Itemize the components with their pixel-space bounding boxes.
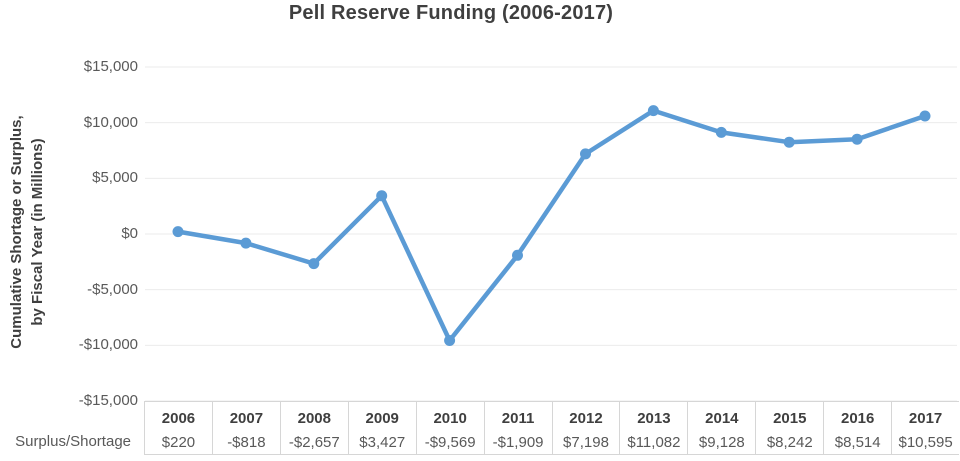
table-column-2010: 2010 -$9,569 — [415, 402, 484, 454]
y-tick-label: -$10,000 — [78, 336, 138, 354]
y-tick-label: $15,000 — [83, 58, 138, 75]
value-cell: $8,514 — [834, 434, 881, 451]
table-column-2006: 2006 $220 — [144, 402, 212, 454]
year-cell: 2016 — [840, 410, 875, 427]
value-cell: -$1,909 — [492, 434, 544, 451]
value-cell: $220 — [161, 434, 196, 451]
year-cell: 2015 — [773, 410, 807, 427]
data-point-2010 — [444, 335, 456, 346]
year-cell: 2011 — [501, 410, 535, 427]
year-cell: 2017 — [908, 410, 943, 427]
y-tick-label: $10,000 — [83, 113, 138, 131]
table-column-2013: 2013 $11,082 — [619, 402, 687, 454]
series-line — [175, 108, 928, 343]
table-column-2009: 2009 $3,427 — [347, 402, 416, 454]
data-point-2012 — [580, 148, 591, 160]
table-row-label: Surplus/Shortage — [15, 433, 131, 450]
year-cell: 2008 — [297, 410, 331, 427]
value-cell: $8,242 — [766, 434, 813, 451]
data-point-2016 — [851, 133, 863, 145]
value-cell: -$818 — [227, 434, 266, 451]
table-column-2007: 2007 -$818 — [211, 402, 280, 454]
year-cell: 2010 — [433, 410, 467, 427]
year-cell: 2006 — [161, 410, 196, 427]
data-table: 2006 $220 2007 -$818 2008 -$2,657 2009 $3,427 20… — [144, 401, 959, 455]
table-column-2014: 2014 $9,128 — [687, 402, 755, 454]
year-cell: 2012 — [569, 410, 603, 427]
data-point-2008 — [308, 258, 320, 270]
table-column-2011: 2011 -$1,909 — [483, 402, 552, 454]
data-point-2015 — [783, 136, 795, 148]
y-tick-label: $5,000 — [92, 169, 138, 187]
value-cell: -$2,657 — [288, 434, 340, 451]
data-point-2009 — [376, 190, 388, 202]
table-column-2008: 2008 -$2,657 — [279, 402, 348, 454]
value-cell: $3,427 — [359, 434, 406, 451]
year-cell: 2014 — [705, 410, 739, 427]
year-cell: 2009 — [365, 410, 399, 427]
y-tick-label: $0 — [121, 225, 138, 242]
table-column-2017: 2017 $10,595 — [891, 402, 959, 454]
data-point-2007 — [240, 237, 252, 249]
value-cell: $7,198 — [563, 434, 609, 451]
value-cell: $11,082 — [627, 434, 681, 451]
value-cell: -$9,569 — [424, 434, 476, 451]
data-point-2013 — [647, 105, 659, 117]
table-column-2016: 2016 $8,514 — [823, 402, 891, 454]
y-tick-label: -$5,000 — [87, 280, 138, 298]
value-cell: $10,595 — [898, 434, 953, 451]
year-cell: 2013 — [637, 410, 671, 427]
year-cell: 2007 — [229, 410, 264, 427]
data-point-2017 — [919, 110, 931, 122]
value-cell: $9,128 — [698, 434, 745, 451]
data-point-2006 — [172, 226, 184, 238]
y-tick-label: -$15,000 — [78, 392, 138, 409]
data-point-2011 — [512, 249, 523, 261]
table-column-2012: 2012 $7,198 — [551, 402, 620, 454]
table-column-2015: 2015 $8,242 — [755, 402, 823, 454]
data-point-2014 — [715, 126, 727, 138]
chart-title: Pell Reserve Funding (2006-2017) — [288, 2, 614, 24]
